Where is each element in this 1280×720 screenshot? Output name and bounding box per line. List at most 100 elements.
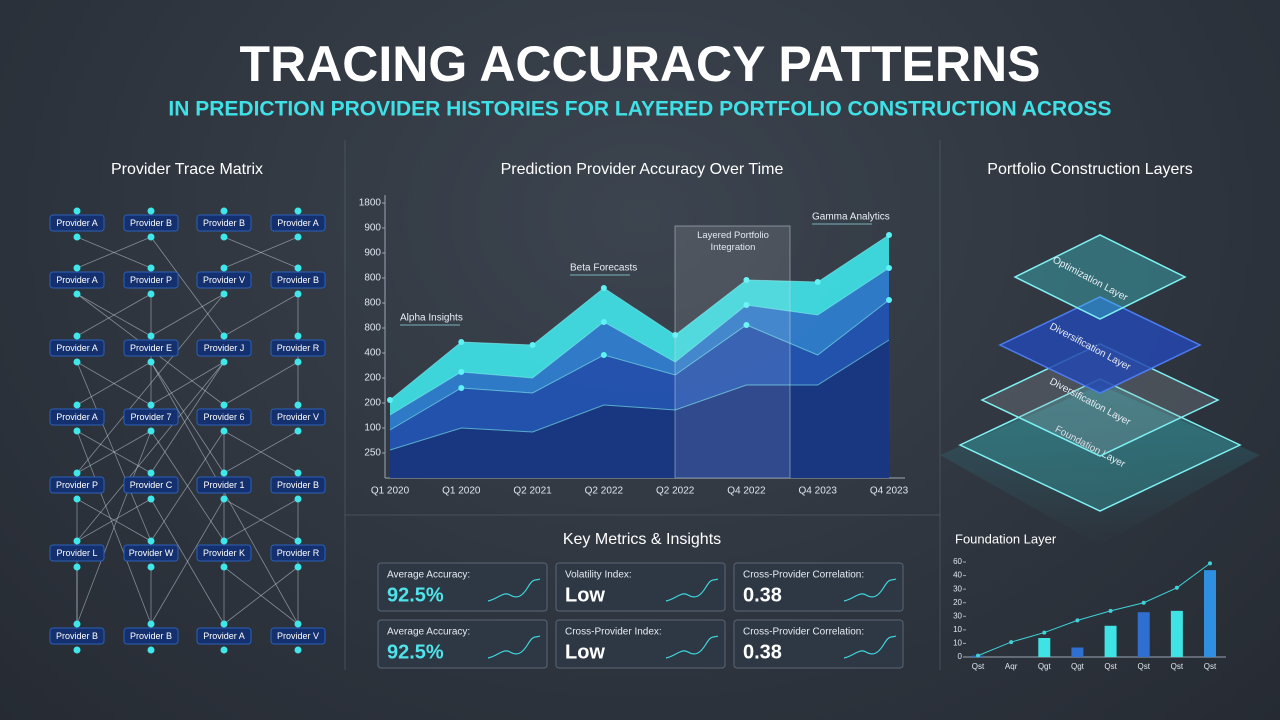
metric-value: 0.38 <box>743 584 782 606</box>
provider-node <box>123 408 179 426</box>
provider-label: Provider C <box>130 480 173 490</box>
node-dot <box>73 495 81 503</box>
node-dot <box>294 264 302 272</box>
provider-node <box>123 214 179 232</box>
provider-label: Provider W <box>129 548 174 558</box>
section-title: Key Metrics & Insights <box>563 531 721 548</box>
provider-node <box>196 408 252 426</box>
x-tick-label: Q4 2023 <box>870 486 909 497</box>
metric-label: Cross-Provider Index: <box>565 627 662 638</box>
node-dot <box>73 563 81 571</box>
node-dot <box>147 620 155 628</box>
node-dot <box>73 469 81 477</box>
provider-label: Provider R <box>277 548 320 558</box>
provider-node <box>123 271 179 289</box>
trace-line <box>223 566 299 625</box>
x-tick-label: Qst <box>1171 662 1184 671</box>
trace-line <box>76 498 152 542</box>
sparkline <box>487 578 541 602</box>
node-dot <box>73 427 81 435</box>
annotation: Gamma Analytics <box>812 212 890 223</box>
metric-value: Low <box>565 584 605 606</box>
provider-node <box>49 627 105 645</box>
provider-label: Provider B <box>203 218 245 228</box>
node-dot <box>220 332 228 340</box>
node-dot <box>73 264 81 272</box>
provider-label: Provider A <box>277 218 319 228</box>
metric-card <box>377 562 548 612</box>
y-tick-label: 250 <box>364 448 381 459</box>
provider-node <box>196 214 252 232</box>
metric-card <box>555 562 726 612</box>
provider-label: Provider E <box>130 343 172 353</box>
provider-node <box>123 544 179 562</box>
x-tick-label: Qst <box>1104 662 1117 671</box>
layer-plane <box>958 378 1242 512</box>
x-tick-label: Q2 2022 <box>585 486 624 497</box>
trace-line <box>76 430 152 625</box>
point <box>886 297 892 303</box>
provider-label: Provider P <box>56 480 98 490</box>
y-tick-label: 200 <box>364 398 381 409</box>
metric-card <box>733 619 904 669</box>
node-dot <box>147 495 155 503</box>
provider-node <box>49 271 105 289</box>
point <box>529 342 536 348</box>
metric-card <box>733 562 904 612</box>
trace-line <box>76 293 225 474</box>
metric-card <box>377 619 548 669</box>
provider-node <box>196 339 252 357</box>
dividers <box>344 140 941 670</box>
node-dot <box>147 563 155 571</box>
provider-node <box>270 627 326 645</box>
node-dot <box>294 646 302 654</box>
node-dot <box>147 469 155 477</box>
node-dot <box>73 358 81 366</box>
y-tick-label: 30 <box>953 584 962 593</box>
trace-line <box>76 430 152 474</box>
provider-label: Provider K <box>203 548 245 558</box>
sparkline <box>843 635 897 659</box>
node-dot <box>73 646 81 654</box>
provider-label: Provider V <box>203 275 245 285</box>
node-dot <box>220 358 228 366</box>
node-dot <box>147 646 155 654</box>
provider-label: Provider V <box>277 631 319 641</box>
node-dot <box>220 427 228 435</box>
point <box>886 232 892 238</box>
y-tick-label: 400 <box>364 348 381 359</box>
node-dot <box>294 207 302 215</box>
metric-label: Volatility Index: <box>565 570 632 581</box>
y-tick-label: 10 <box>953 625 962 634</box>
y-tick-label: 20 <box>953 598 962 607</box>
metric-value: 0.38 <box>743 641 782 663</box>
x-tick-label: Q4 2022 <box>727 486 766 497</box>
trace-line <box>223 293 299 337</box>
node-dot <box>73 207 81 215</box>
y-tick-label: 800 <box>364 298 381 309</box>
section-title: Provider Trace Matrix <box>111 161 263 178</box>
metric-label: Cross-Provider Correlation: <box>743 627 864 638</box>
node-dot <box>73 401 81 409</box>
provider-label: Provider J <box>204 343 245 353</box>
y-tick-label: 800 <box>364 323 381 334</box>
trace-line <box>150 498 225 625</box>
trace-line <box>223 430 299 474</box>
trace-line <box>223 236 299 269</box>
trace-line <box>150 361 225 474</box>
node-dot <box>220 563 228 571</box>
point <box>600 352 607 358</box>
chart-title: Prediction Provider Accuracy Over Time <box>501 161 784 178</box>
node-dot <box>220 290 228 298</box>
provider-node <box>49 214 105 232</box>
node-dot <box>73 332 81 340</box>
node-dot <box>294 537 302 545</box>
node-dot <box>73 537 81 545</box>
bar <box>1137 612 1150 657</box>
point <box>387 397 393 403</box>
provider-node <box>270 408 326 426</box>
trace-line <box>76 293 152 337</box>
chart-title: Foundation Layer <box>955 531 1057 546</box>
node-dot <box>294 332 302 340</box>
node-dot <box>294 290 302 298</box>
